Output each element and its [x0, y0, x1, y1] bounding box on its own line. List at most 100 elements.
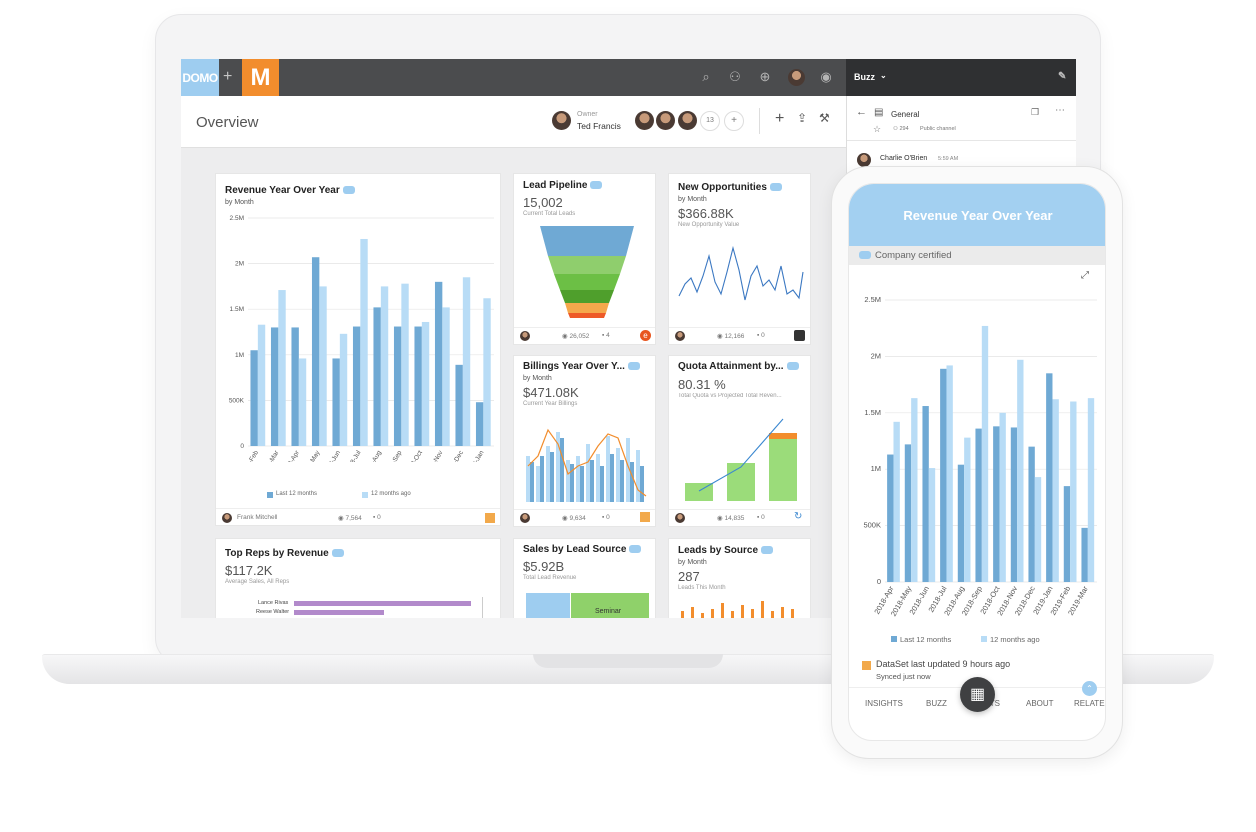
- wrench-icon[interactable]: ⚒: [819, 111, 830, 125]
- dataset-updated: DataSet last updated 9 hours ago: [876, 659, 1011, 669]
- comments-count[interactable]: ▪ 0: [757, 332, 765, 339]
- y-tick-label: 500K: [863, 521, 881, 530]
- add-member-icon[interactable]: +: [724, 111, 744, 131]
- phone-screen: Revenue Year Over Year Company certified…: [848, 183, 1106, 741]
- add-user-icon[interactable]: ⚇: [729, 69, 741, 84]
- datasource-icon: e: [640, 330, 651, 341]
- owner-label: Owner: [577, 111, 598, 118]
- bar-12-months-ago: [928, 468, 936, 582]
- summary-caption: Current Total Leads: [523, 211, 576, 217]
- bar-12-months-ago: [319, 286, 327, 446]
- message-avatar[interactable]: [857, 153, 871, 167]
- divider: [514, 327, 655, 328]
- bar-last-12-months: [475, 402, 484, 446]
- owner-avatar[interactable]: [675, 513, 685, 523]
- new-opportunities-card[interactable]: New Opportunities by Month $366.88K New …: [668, 173, 811, 345]
- x-tick-label: 2019-Jan: [466, 449, 486, 462]
- certified-icon: [769, 183, 782, 192]
- notifications-icon[interactable]: ◉: [820, 69, 832, 84]
- owner-avatar[interactable]: [520, 513, 530, 523]
- member-count[interactable]: 13: [700, 111, 720, 131]
- buzz-label[interactable]: Buzz: [854, 72, 875, 82]
- comments-count[interactable]: ▪ 0: [757, 514, 765, 521]
- summary-value: $471.08K: [523, 385, 579, 400]
- tab-about[interactable]: ABOUT: [1026, 699, 1054, 708]
- dataset-icon: [862, 661, 871, 670]
- m-logo[interactable]: M: [242, 59, 279, 96]
- card-title: Top Reps by Revenue: [225, 548, 344, 559]
- edit-icon[interactable]: ✎: [1058, 71, 1067, 82]
- sales-lead-source-card[interactable]: Sales by Lead Source $5.92B Total Lead R…: [513, 538, 656, 618]
- tab-related[interactable]: RELATED: [1074, 699, 1105, 708]
- summary-value: 15,002: [523, 195, 563, 210]
- owner-avatar[interactable]: [675, 331, 685, 341]
- funnel-chart: [540, 226, 634, 318]
- bar-12-months-ago: [257, 324, 266, 446]
- channel-name: General: [891, 110, 920, 119]
- owner-avatar[interactable]: [222, 513, 232, 523]
- comments-count[interactable]: ▪ 4: [602, 332, 610, 339]
- views-count: ◉ 12,166: [717, 333, 745, 340]
- top-reps-card[interactable]: Top Reps by Revenue $117.2K Average Sale…: [215, 538, 501, 618]
- views-count: ◉ 14,835: [717, 515, 745, 522]
- chart-svg: 2.5M2M1.5M1M500K02018-Apr2018-May2018-Ju…: [863, 295, 1097, 618]
- lead-pipeline-card[interactable]: Lead Pipeline 15,002 Current Total Leads…: [513, 173, 656, 345]
- add-icon[interactable]: +: [775, 110, 785, 127]
- message-time: 5:59 AM: [938, 156, 959, 162]
- card-title: Lead Pipeline: [523, 180, 603, 191]
- tab-insights[interactable]: INSIGHTS: [865, 699, 903, 708]
- user-avatar[interactable]: [788, 69, 805, 86]
- expand-icon[interactable]: ⤢: [1081, 270, 1089, 281]
- copy-icon[interactable]: ❐: [1031, 107, 1040, 117]
- tab-buzz[interactable]: BUZZ: [926, 699, 947, 708]
- billings-card[interactable]: Billings Year Over Y... by Month $471.08…: [513, 355, 656, 527]
- bar-12-months-ago: [483, 298, 491, 446]
- bar-last-12-months: [332, 358, 340, 446]
- leads-by-source-card[interactable]: Leads by Source by Month 287 Leads This …: [668, 538, 811, 618]
- bar-12-months-ago: [442, 307, 450, 446]
- comments-count[interactable]: ▪ 0: [373, 514, 381, 521]
- member-avatar[interactable]: [656, 111, 675, 130]
- bar-last-12-months: [352, 326, 361, 446]
- bar-12-months-ago: [911, 398, 918, 582]
- member-avatar[interactable]: [678, 111, 697, 130]
- member-avatar[interactable]: [635, 111, 654, 130]
- search-icon[interactable]: ⌕: [702, 69, 710, 84]
- comments-count[interactable]: ▪ 0: [602, 514, 610, 521]
- views-count: ◉ 9,634: [562, 515, 586, 522]
- bar-last-12-months: [922, 406, 929, 582]
- back-arrow-icon[interactable]: ←: [856, 106, 867, 118]
- certified-icon: [786, 362, 799, 371]
- bar-last-12-months: [1046, 373, 1053, 582]
- add-circle-icon[interactable]: ⊕: [759, 69, 771, 84]
- card-title: Sales by Lead Source: [523, 544, 642, 555]
- owner-name[interactable]: Ted Francis: [577, 121, 621, 131]
- certified-icon: [590, 181, 603, 190]
- domo-logo[interactable]: DOMO: [181, 59, 219, 96]
- owner-avatar[interactable]: [520, 331, 530, 341]
- chevron-up-icon[interactable]: ⌃: [1082, 681, 1097, 696]
- chevron-down-icon[interactable]: ⌄: [880, 71, 887, 80]
- share-icon[interactable]: ⇪: [797, 111, 808, 125]
- certified-icon: [342, 186, 355, 195]
- bar-12-months-ago: [421, 321, 430, 446]
- bar-last-12-months: [311, 257, 320, 446]
- y-tick-label: 1M: [235, 352, 244, 359]
- owner-avatar[interactable]: [552, 111, 571, 130]
- legend-swatch: [267, 492, 273, 498]
- x-tick-label: 2018-Sep: [383, 449, 403, 462]
- star-icon[interactable]: ☆: [873, 124, 882, 134]
- divider: [847, 140, 1076, 141]
- summary-caption: Total Lead Revenue: [523, 575, 577, 581]
- summary-caption: Leads This Month: [678, 585, 726, 591]
- y-tick-label: 2.5M: [864, 295, 881, 304]
- more-icon[interactable]: ⋯: [1055, 105, 1065, 116]
- grid-menu-icon[interactable]: ▦: [960, 677, 995, 712]
- bar-last-12-months: [993, 426, 1000, 582]
- revenue-card[interactable]: Revenue Year Over Year by Month 2.5M 2M 1.…: [215, 173, 501, 526]
- quota-attainment-card[interactable]: Quota Attainment by... 80.31 % Total Quo…: [668, 355, 811, 527]
- bar-12-months-ago: [298, 358, 307, 446]
- leads-bar-chart: [681, 601, 794, 618]
- views-count: ◉ 26,052: [562, 333, 590, 340]
- x-tick-label: 2018-Nov: [424, 449, 445, 462]
